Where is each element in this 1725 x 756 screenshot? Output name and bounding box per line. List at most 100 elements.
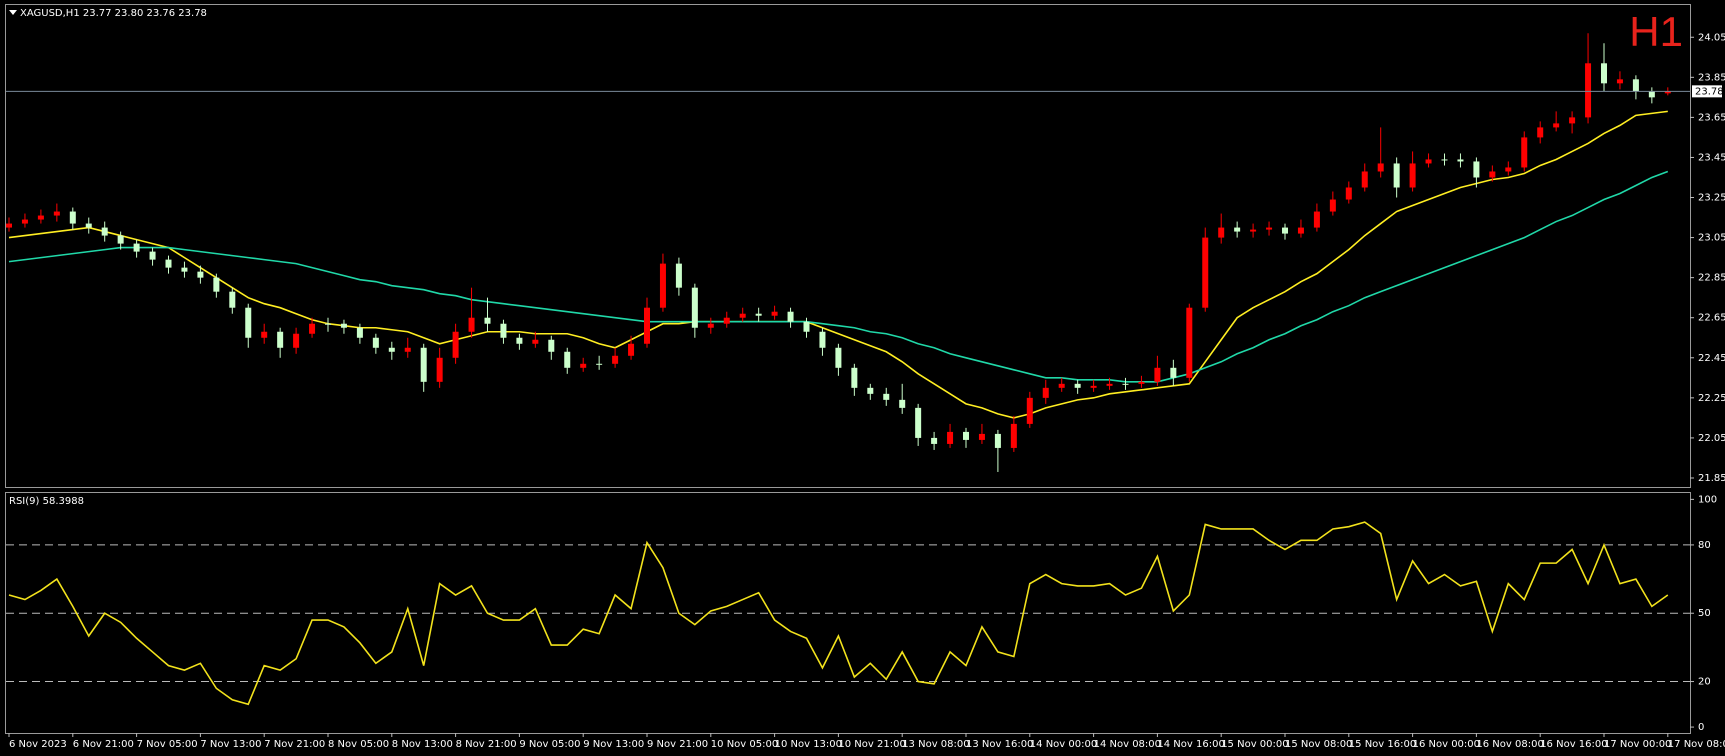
candle-body [1202,237,1209,308]
candle-body [947,431,954,444]
x-tick-label: 16 Nov 00:00 [1413,739,1480,750]
candle-body [309,323,316,334]
candle-body [388,347,395,352]
y-tick-label: 23.45 [1698,152,1725,163]
candle-body [1441,159,1448,161]
candle-body [1553,123,1560,128]
candle-body [1154,367,1161,382]
candle-body [883,393,890,400]
candle-body [1186,307,1193,378]
candle-body [277,331,284,348]
indicator-line [8,521,1669,706]
candle-body [117,235,124,244]
candle-body [1664,91,1671,94]
candle-body [1616,79,1623,84]
candle-body [372,337,379,348]
candle-body [420,347,427,382]
x-tick-label: 7 Nov 13:00 [200,739,261,750]
candle-body [356,327,363,338]
candle-body [1521,137,1528,168]
candle-body [835,347,842,368]
candle-body [1282,227,1288,234]
candle-body [819,331,826,348]
menu-triangle[interactable] [9,10,17,15]
candle-body [1313,211,1320,228]
x-tick-label: 8 Nov 05:00 [328,739,389,750]
candle-body [1297,227,1304,234]
y-tick-label: 20 [1698,677,1711,688]
candle-body [1042,387,1049,398]
candle-body [1377,163,1384,172]
candle-body [197,271,204,278]
candle-body [1138,381,1145,384]
candle-body [707,323,714,328]
x-tick-label: 9 Nov 13:00 [583,739,644,750]
candle-body [293,333,300,348]
candle-body [612,355,619,364]
candle-body [963,431,969,440]
candle-body [771,311,778,316]
x-tick-label: 10 Nov 05:00 [711,739,778,750]
candle-body [915,407,922,438]
candle-body [325,323,331,325]
candle-body [1266,227,1273,230]
candle-body [851,367,858,388]
x-tick-label: 15 Nov 08:00 [1285,739,1352,750]
candle-body [803,321,810,332]
candle-body [181,267,188,272]
candle-body [1026,397,1033,424]
y-tick-label: 22.25 [1698,393,1725,404]
x-tick-label: 8 Nov 21:00 [456,739,517,750]
x-tick-label: 9 Nov 05:00 [519,739,580,750]
x-tick-label: 10 Nov 21:00 [838,739,905,750]
candle-body [596,363,603,365]
candle-body [580,363,587,368]
x-tick-label: 10 Nov 13:00 [775,739,842,750]
x-tick-label: 15 Nov 16:00 [1349,739,1416,750]
candle-body [1632,79,1639,92]
candle-body [739,313,746,318]
candle-body [101,227,108,236]
candle-body [1218,227,1225,238]
candle-body [261,331,268,338]
y-tick-label: 22.45 [1698,353,1725,364]
y-tick-label: 50 [1698,608,1711,619]
candle-body [21,219,28,224]
y-tick-label: 21.85 [1698,473,1725,484]
x-tick-label: 17 Nov 00:00 [1604,739,1671,750]
y-tick-label: 24.05 [1698,32,1725,43]
x-tick-label: 13 Nov 16:00 [966,739,1033,750]
candle-body [229,291,236,308]
x-tick-label: 6 Nov 2023 [9,739,67,750]
candle-body [1345,187,1352,200]
candle-body [6,223,12,228]
candle-body [978,433,985,440]
candle-body [1601,63,1607,84]
x-tick-label: 13 Nov 08:00 [902,739,969,750]
candle-body [1250,229,1257,232]
candle-body [1058,383,1065,388]
candle-body [340,323,347,328]
candle-body [644,307,650,344]
candle-body [245,307,252,338]
candle-body [1234,227,1241,232]
y-tick-label: 100 [1698,494,1717,505]
x-tick-label: 14 Nov 16:00 [1157,739,1224,750]
candle-body [899,399,906,408]
candle-body [484,317,491,324]
y-tick-label: 22.65 [1698,313,1725,324]
y-tick-label: 23.85 [1698,72,1725,83]
candle-body [1329,199,1336,212]
y-tick-label: 22.85 [1698,273,1725,284]
x-tick-label: 6 Nov 21:00 [73,739,134,750]
candle-body [1425,159,1432,164]
x-tick-label: 16 Nov 08:00 [1476,739,1543,750]
chart-header: XAGUSD,H1 23.77 23.80 23.76 23.78 [20,8,207,19]
candle-body [1170,367,1177,378]
candle-body [213,277,220,292]
rsi-title: RSI(9) 58.3988 [9,496,84,507]
candle-body [133,243,140,252]
candle-body [404,347,411,352]
timeframe-label: H1 [1629,8,1683,55]
